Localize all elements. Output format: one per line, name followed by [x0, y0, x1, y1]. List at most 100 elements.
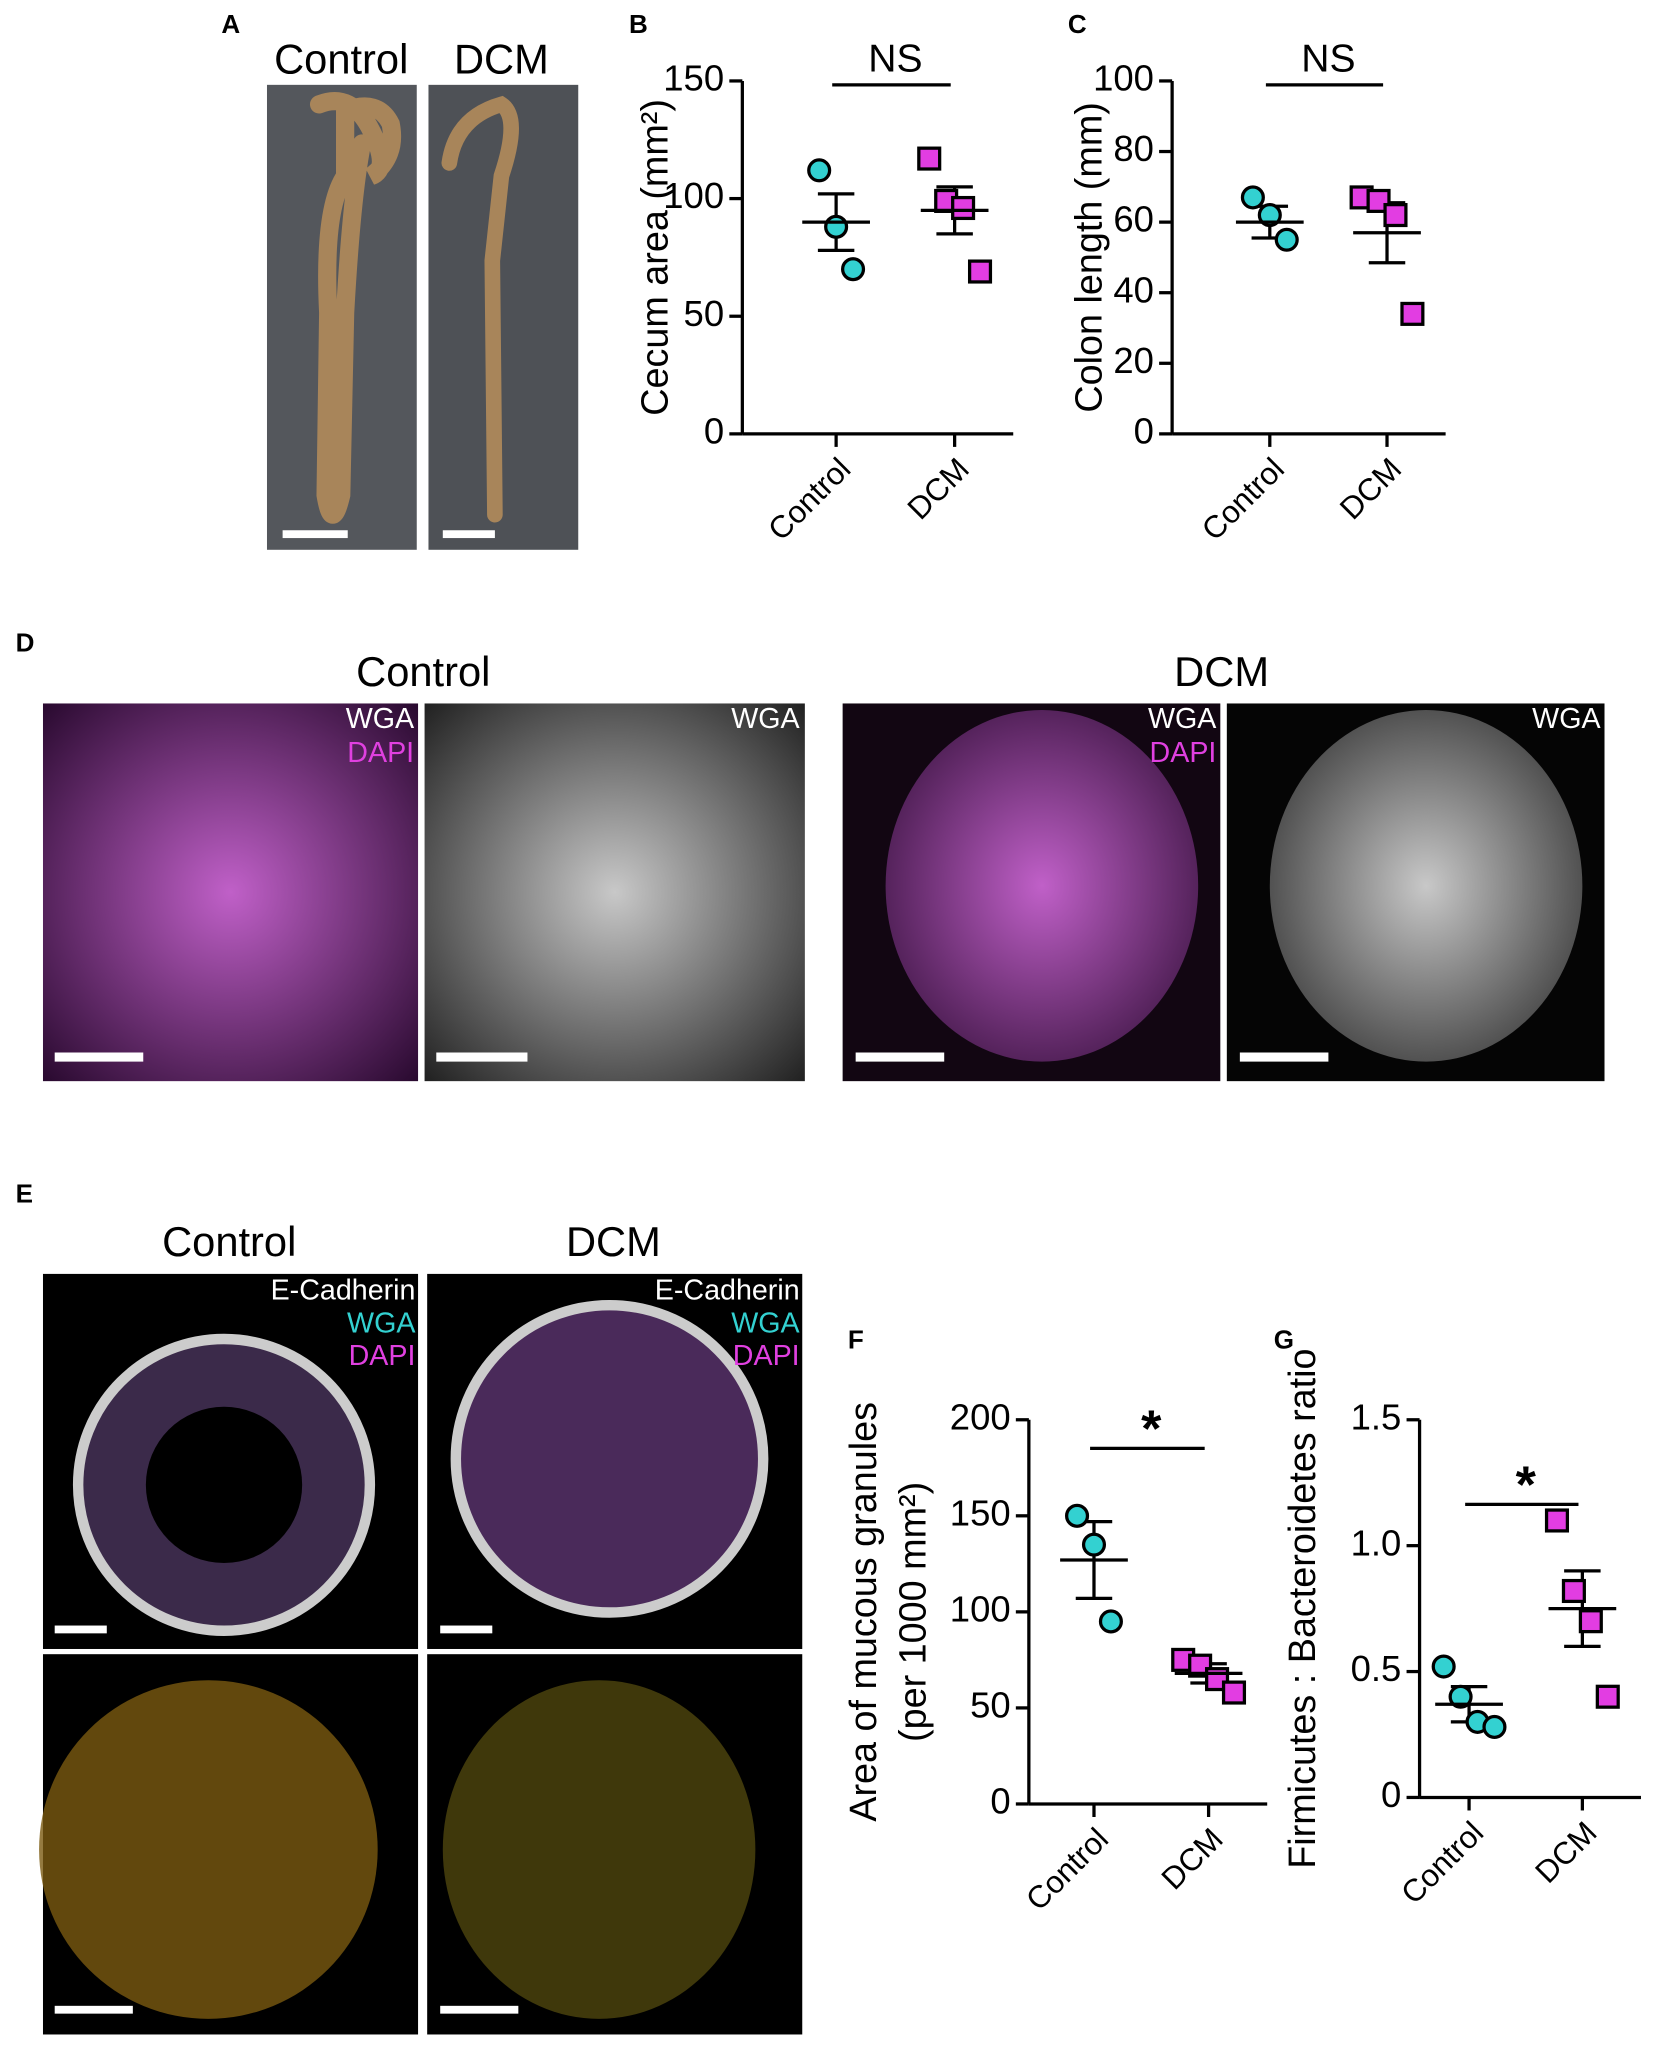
data-point: [1544, 1508, 1570, 1533]
y-axis-label: Firmicutes : Bacteroidetes ratio: [1282, 1348, 1324, 1868]
scale-bar: [440, 1625, 493, 1634]
y-tick-label: 0: [990, 1781, 1010, 1822]
data-point: [1065, 1503, 1090, 1528]
x-tick-label: DCM: [901, 451, 976, 526]
panel-letter: D: [16, 628, 35, 658]
panel-letter: C: [1068, 9, 1087, 39]
colon: [441, 95, 519, 523]
y-tick-label: 1.5: [1351, 1396, 1402, 1437]
data-point: [1098, 1609, 1123, 1634]
significance-label: *: [1141, 1401, 1162, 1459]
tissue: [39, 1680, 378, 2019]
data-point: [917, 146, 942, 171]
panel-letter: G: [1274, 1325, 1294, 1355]
significance-label: NS: [868, 38, 922, 81]
y-tick-label: 60: [1113, 199, 1154, 240]
panel-letter: B: [629, 9, 648, 39]
data-point: [951, 195, 976, 221]
data-point: [967, 259, 993, 284]
tissue: [442, 1680, 756, 2019]
data-point: [1383, 203, 1408, 228]
data-point: [1274, 227, 1299, 252]
data-point: [1257, 203, 1282, 228]
significance-label: *: [1516, 1457, 1537, 1515]
tissue: [1269, 709, 1583, 1062]
panel-letter: E: [16, 1179, 33, 1209]
y-tick-label: 100: [663, 175, 724, 216]
x-tick-label: Control: [761, 451, 857, 547]
lumen: [145, 1406, 303, 1564]
image-label: WGA: [1532, 703, 1601, 735]
colon: [309, 92, 402, 524]
data-point: [1221, 1680, 1247, 1705]
y-tick-label: 150: [663, 58, 724, 99]
scale-bar: [54, 1625, 107, 1634]
y-tick-label: 100: [1093, 58, 1154, 99]
scale-bar: [855, 1052, 945, 1062]
image-label: WGA: [347, 1307, 416, 1339]
image-label: WGA: [1148, 703, 1217, 735]
y-axis-label: (per 1000 mm²): [893, 1482, 935, 1742]
scale-bar: [282, 530, 348, 539]
x-tick-label: Control: [1019, 1821, 1115, 1917]
y-tick-label: 50: [684, 293, 725, 334]
data-point: [841, 257, 866, 282]
y-tick-label: 0.5: [1351, 1648, 1402, 1689]
micrograph: [42, 703, 419, 1082]
image-label: DAPI: [733, 1340, 800, 1372]
y-tick-label: 20: [1113, 340, 1154, 381]
scale-bar: [440, 2005, 519, 2014]
x-tick-label: Control: [1394, 1815, 1490, 1911]
scale-bar: [54, 2005, 133, 2014]
image-label: DAPI: [1150, 737, 1217, 769]
significance-label: NS: [1301, 38, 1355, 81]
y-tick-label: 1.0: [1351, 1522, 1402, 1563]
data-point: [807, 158, 832, 183]
scale-bar: [442, 530, 495, 539]
data-point: [1240, 185, 1265, 210]
data-point: [1578, 1609, 1603, 1634]
y-tick-label: 0: [1381, 1774, 1401, 1815]
image-title: DCM: [1174, 648, 1269, 695]
y-axis-label: Colon length (mm): [1068, 102, 1110, 412]
data-point: [1561, 1578, 1586, 1604]
data-point: [1431, 1654, 1456, 1679]
image-label: WGA: [731, 1307, 800, 1339]
image-label: WGA: [731, 703, 800, 735]
scale-bar: [1239, 1052, 1329, 1062]
tissue: [885, 709, 1199, 1062]
data-point: [1448, 1684, 1473, 1709]
data-point: [1400, 301, 1425, 326]
y-axis-label: Area of mucous granules: [843, 1402, 885, 1822]
image-label: DAPI: [347, 737, 414, 769]
image-title: Control: [162, 1218, 296, 1265]
x-tick-label: Control: [1195, 451, 1291, 547]
x-tick-label: DCM: [1528, 1815, 1603, 1890]
x-tick-label: DCM: [1333, 451, 1408, 526]
x-tick-label: DCM: [1155, 1821, 1230, 1896]
image-title: Control: [356, 648, 490, 695]
scale-bar: [436, 1052, 528, 1062]
y-tick-label: 200: [950, 1396, 1011, 1437]
image-label: DAPI: [349, 1340, 416, 1372]
y-tick-label: 0: [1134, 411, 1154, 452]
panel-letter: F: [848, 1325, 864, 1355]
image-title: Control: [274, 36, 408, 83]
y-tick-label: 0: [704, 411, 724, 452]
data-point: [824, 214, 849, 239]
y-tick-label: 100: [950, 1588, 1011, 1629]
tissue: [450, 1299, 769, 1618]
y-tick-label: 80: [1113, 128, 1154, 169]
image-label: E-Cadherin: [655, 1275, 800, 1307]
y-axis-label: Cecum area (mm²): [635, 99, 677, 416]
data-point: [1595, 1684, 1620, 1709]
y-tick-label: 50: [970, 1685, 1011, 1726]
y-tick-label: 40: [1113, 269, 1154, 310]
data-point: [1081, 1532, 1107, 1557]
data-point: [1482, 1714, 1507, 1739]
panel-letter: A: [221, 9, 240, 39]
image-label: WGA: [346, 703, 415, 735]
image-title: DCM: [454, 36, 549, 83]
image-title: DCM: [566, 1218, 661, 1265]
